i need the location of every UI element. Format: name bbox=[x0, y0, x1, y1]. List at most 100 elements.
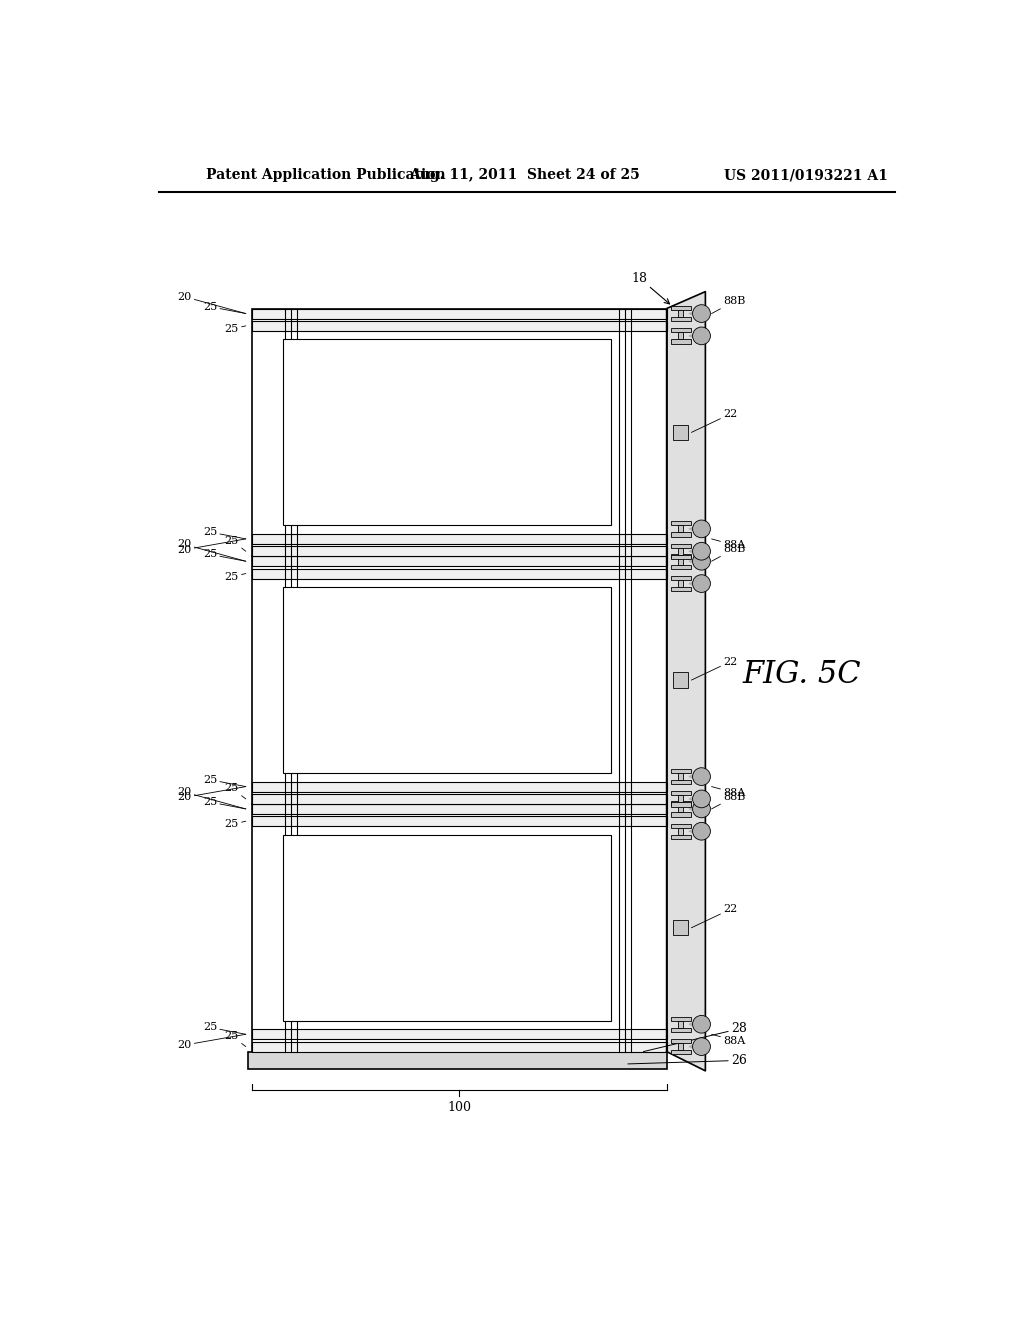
Bar bbox=[283, 339, 611, 525]
Bar bbox=[678, 774, 683, 780]
Text: 20: 20 bbox=[177, 540, 246, 561]
Text: 25: 25 bbox=[203, 775, 246, 787]
Text: 18: 18 bbox=[632, 272, 670, 304]
Text: FIG. 5C: FIG. 5C bbox=[743, 659, 861, 690]
Text: 10: 10 bbox=[433, 921, 453, 935]
Text: 22: 22 bbox=[691, 656, 737, 680]
Text: 25: 25 bbox=[224, 1031, 246, 1047]
Circle shape bbox=[692, 574, 711, 593]
Text: 25: 25 bbox=[224, 572, 246, 582]
Bar bbox=[252, 569, 667, 578]
Bar bbox=[252, 804, 667, 1052]
Bar bbox=[678, 1043, 683, 1051]
Bar bbox=[252, 321, 667, 331]
Bar bbox=[673, 672, 688, 688]
Polygon shape bbox=[689, 581, 697, 586]
Bar bbox=[248, 1052, 667, 1069]
Circle shape bbox=[692, 305, 711, 322]
Text: 20: 20 bbox=[177, 539, 246, 554]
Bar bbox=[252, 556, 667, 804]
Bar bbox=[671, 1051, 690, 1055]
Text: 25: 25 bbox=[203, 1023, 246, 1035]
Bar bbox=[671, 1028, 690, 1032]
Circle shape bbox=[692, 822, 711, 840]
Bar bbox=[252, 546, 667, 556]
Polygon shape bbox=[689, 558, 697, 564]
Bar bbox=[671, 339, 690, 343]
Text: 88A: 88A bbox=[712, 539, 745, 550]
Text: 22: 22 bbox=[691, 904, 737, 928]
Text: Aug. 11, 2011  Sheet 24 of 25: Aug. 11, 2011 Sheet 24 of 25 bbox=[410, 169, 640, 182]
Text: 25: 25 bbox=[203, 797, 246, 809]
Polygon shape bbox=[689, 527, 697, 532]
Bar bbox=[283, 834, 611, 1020]
Bar bbox=[671, 803, 690, 807]
Text: 20: 20 bbox=[177, 1035, 246, 1051]
Bar bbox=[671, 587, 690, 591]
Bar bbox=[678, 828, 683, 834]
Text: 10: 10 bbox=[433, 673, 453, 688]
Bar bbox=[671, 791, 690, 796]
Polygon shape bbox=[689, 829, 697, 834]
Bar bbox=[673, 425, 688, 440]
Bar bbox=[252, 793, 667, 804]
Circle shape bbox=[692, 1015, 711, 1034]
Text: 25: 25 bbox=[224, 820, 246, 829]
Polygon shape bbox=[689, 796, 697, 801]
Bar bbox=[252, 804, 667, 814]
Text: 10: 10 bbox=[433, 425, 453, 440]
Bar bbox=[252, 1030, 667, 1039]
Text: 88B: 88B bbox=[712, 544, 745, 561]
Circle shape bbox=[692, 800, 711, 818]
Text: 28: 28 bbox=[643, 1023, 746, 1052]
Bar bbox=[678, 548, 683, 554]
Text: 20: 20 bbox=[177, 787, 246, 809]
Bar bbox=[252, 556, 667, 566]
Bar bbox=[671, 306, 690, 310]
Bar bbox=[678, 558, 683, 565]
Text: 25: 25 bbox=[224, 536, 246, 552]
Text: Patent Application Publication: Patent Application Publication bbox=[206, 169, 445, 182]
Bar bbox=[678, 310, 683, 317]
Bar bbox=[671, 1039, 690, 1043]
Bar bbox=[678, 333, 683, 339]
Text: 88B: 88B bbox=[712, 792, 745, 809]
Polygon shape bbox=[689, 1022, 697, 1027]
Bar bbox=[252, 1041, 667, 1052]
Text: 25: 25 bbox=[203, 302, 246, 314]
Bar bbox=[678, 796, 683, 803]
Text: 88A: 88A bbox=[712, 1035, 745, 1045]
Polygon shape bbox=[689, 1044, 697, 1049]
Bar bbox=[671, 544, 690, 548]
Bar bbox=[671, 1016, 690, 1020]
Text: 25: 25 bbox=[224, 323, 246, 334]
Bar bbox=[671, 565, 690, 569]
Bar bbox=[673, 920, 688, 936]
Bar bbox=[671, 812, 690, 817]
Text: 25: 25 bbox=[224, 783, 246, 799]
Polygon shape bbox=[689, 312, 697, 317]
Bar bbox=[252, 309, 667, 556]
Bar bbox=[671, 801, 690, 805]
Text: 25: 25 bbox=[203, 549, 246, 561]
Bar bbox=[671, 521, 690, 525]
Text: 88A: 88A bbox=[712, 787, 745, 797]
Bar bbox=[678, 805, 683, 812]
Bar bbox=[671, 576, 690, 579]
Text: 20: 20 bbox=[177, 787, 246, 803]
Bar bbox=[678, 1020, 683, 1028]
Text: 20: 20 bbox=[177, 292, 246, 314]
Text: 22: 22 bbox=[691, 409, 737, 433]
Circle shape bbox=[692, 768, 711, 785]
Bar bbox=[671, 317, 690, 321]
Bar bbox=[252, 781, 667, 792]
Polygon shape bbox=[667, 292, 706, 1071]
Circle shape bbox=[692, 791, 711, 808]
Polygon shape bbox=[689, 774, 697, 779]
Bar bbox=[671, 553, 690, 558]
Bar bbox=[671, 329, 690, 333]
Polygon shape bbox=[689, 807, 697, 812]
Circle shape bbox=[692, 327, 711, 345]
Bar bbox=[678, 525, 683, 532]
Bar bbox=[671, 824, 690, 828]
